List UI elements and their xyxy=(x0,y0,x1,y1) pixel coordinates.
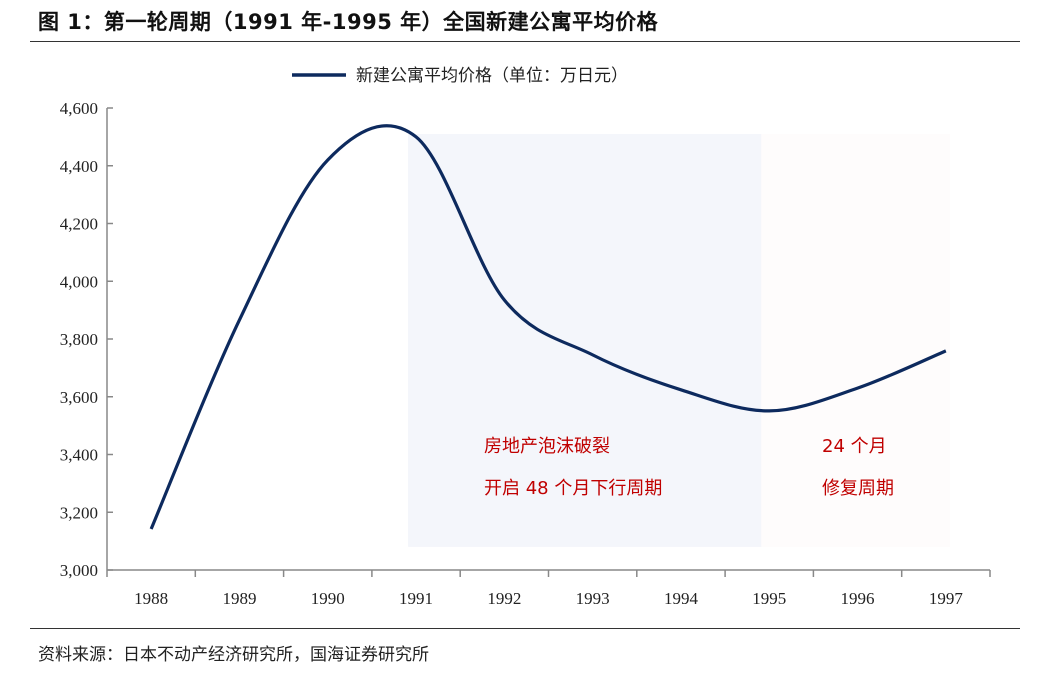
y-tick-label: 3,000 xyxy=(60,561,98,580)
shaded-region xyxy=(408,133,774,547)
y-tick-label: 4,000 xyxy=(60,272,98,291)
legend-label: 新建公寓平均价格（单位：万日元） xyxy=(356,66,628,86)
y-tick-label: 4,600 xyxy=(60,99,98,118)
x-tick-label: 1997 xyxy=(929,589,964,608)
figure-title: 图 1：第一轮周期（1991 年-1995 年）全国新建公寓平均价格 xyxy=(38,10,659,34)
x-tick-label: 1988 xyxy=(134,589,168,608)
source-note: 资料来源：日本不动产经济研究所，国海证券研究所 xyxy=(38,645,429,665)
y-tick-label: 3,800 xyxy=(60,330,98,349)
y-tick-label: 3,400 xyxy=(60,446,98,465)
x-tick-label: 1996 xyxy=(841,589,875,608)
x-tick-label: 1993 xyxy=(576,589,610,608)
x-tick-label: 1991 xyxy=(399,589,433,608)
x-tick-label: 1994 xyxy=(664,589,699,608)
y-tick-label: 3,600 xyxy=(60,388,98,407)
x-tick-label: 1995 xyxy=(752,589,786,608)
annotation-text: 修复周期 xyxy=(822,478,894,499)
x-tick-label: 1990 xyxy=(311,589,345,608)
top-rule xyxy=(30,41,1020,42)
annotation-text: 开启 48 个月下行周期 xyxy=(484,478,662,499)
series-line xyxy=(149,124,947,530)
bottom-rule xyxy=(30,628,1020,629)
shaded-region xyxy=(761,133,950,547)
x-tick-label: 1992 xyxy=(487,589,521,608)
annotation-text: 房地产泡沫破裂 xyxy=(484,436,610,457)
y-tick-label: 4,200 xyxy=(60,215,98,234)
annotation-text: 24 个月 xyxy=(822,436,887,457)
y-tick-label: 3,200 xyxy=(60,503,98,522)
y-tick-label: 4,400 xyxy=(60,157,98,176)
x-tick-label: 1989 xyxy=(222,589,256,608)
